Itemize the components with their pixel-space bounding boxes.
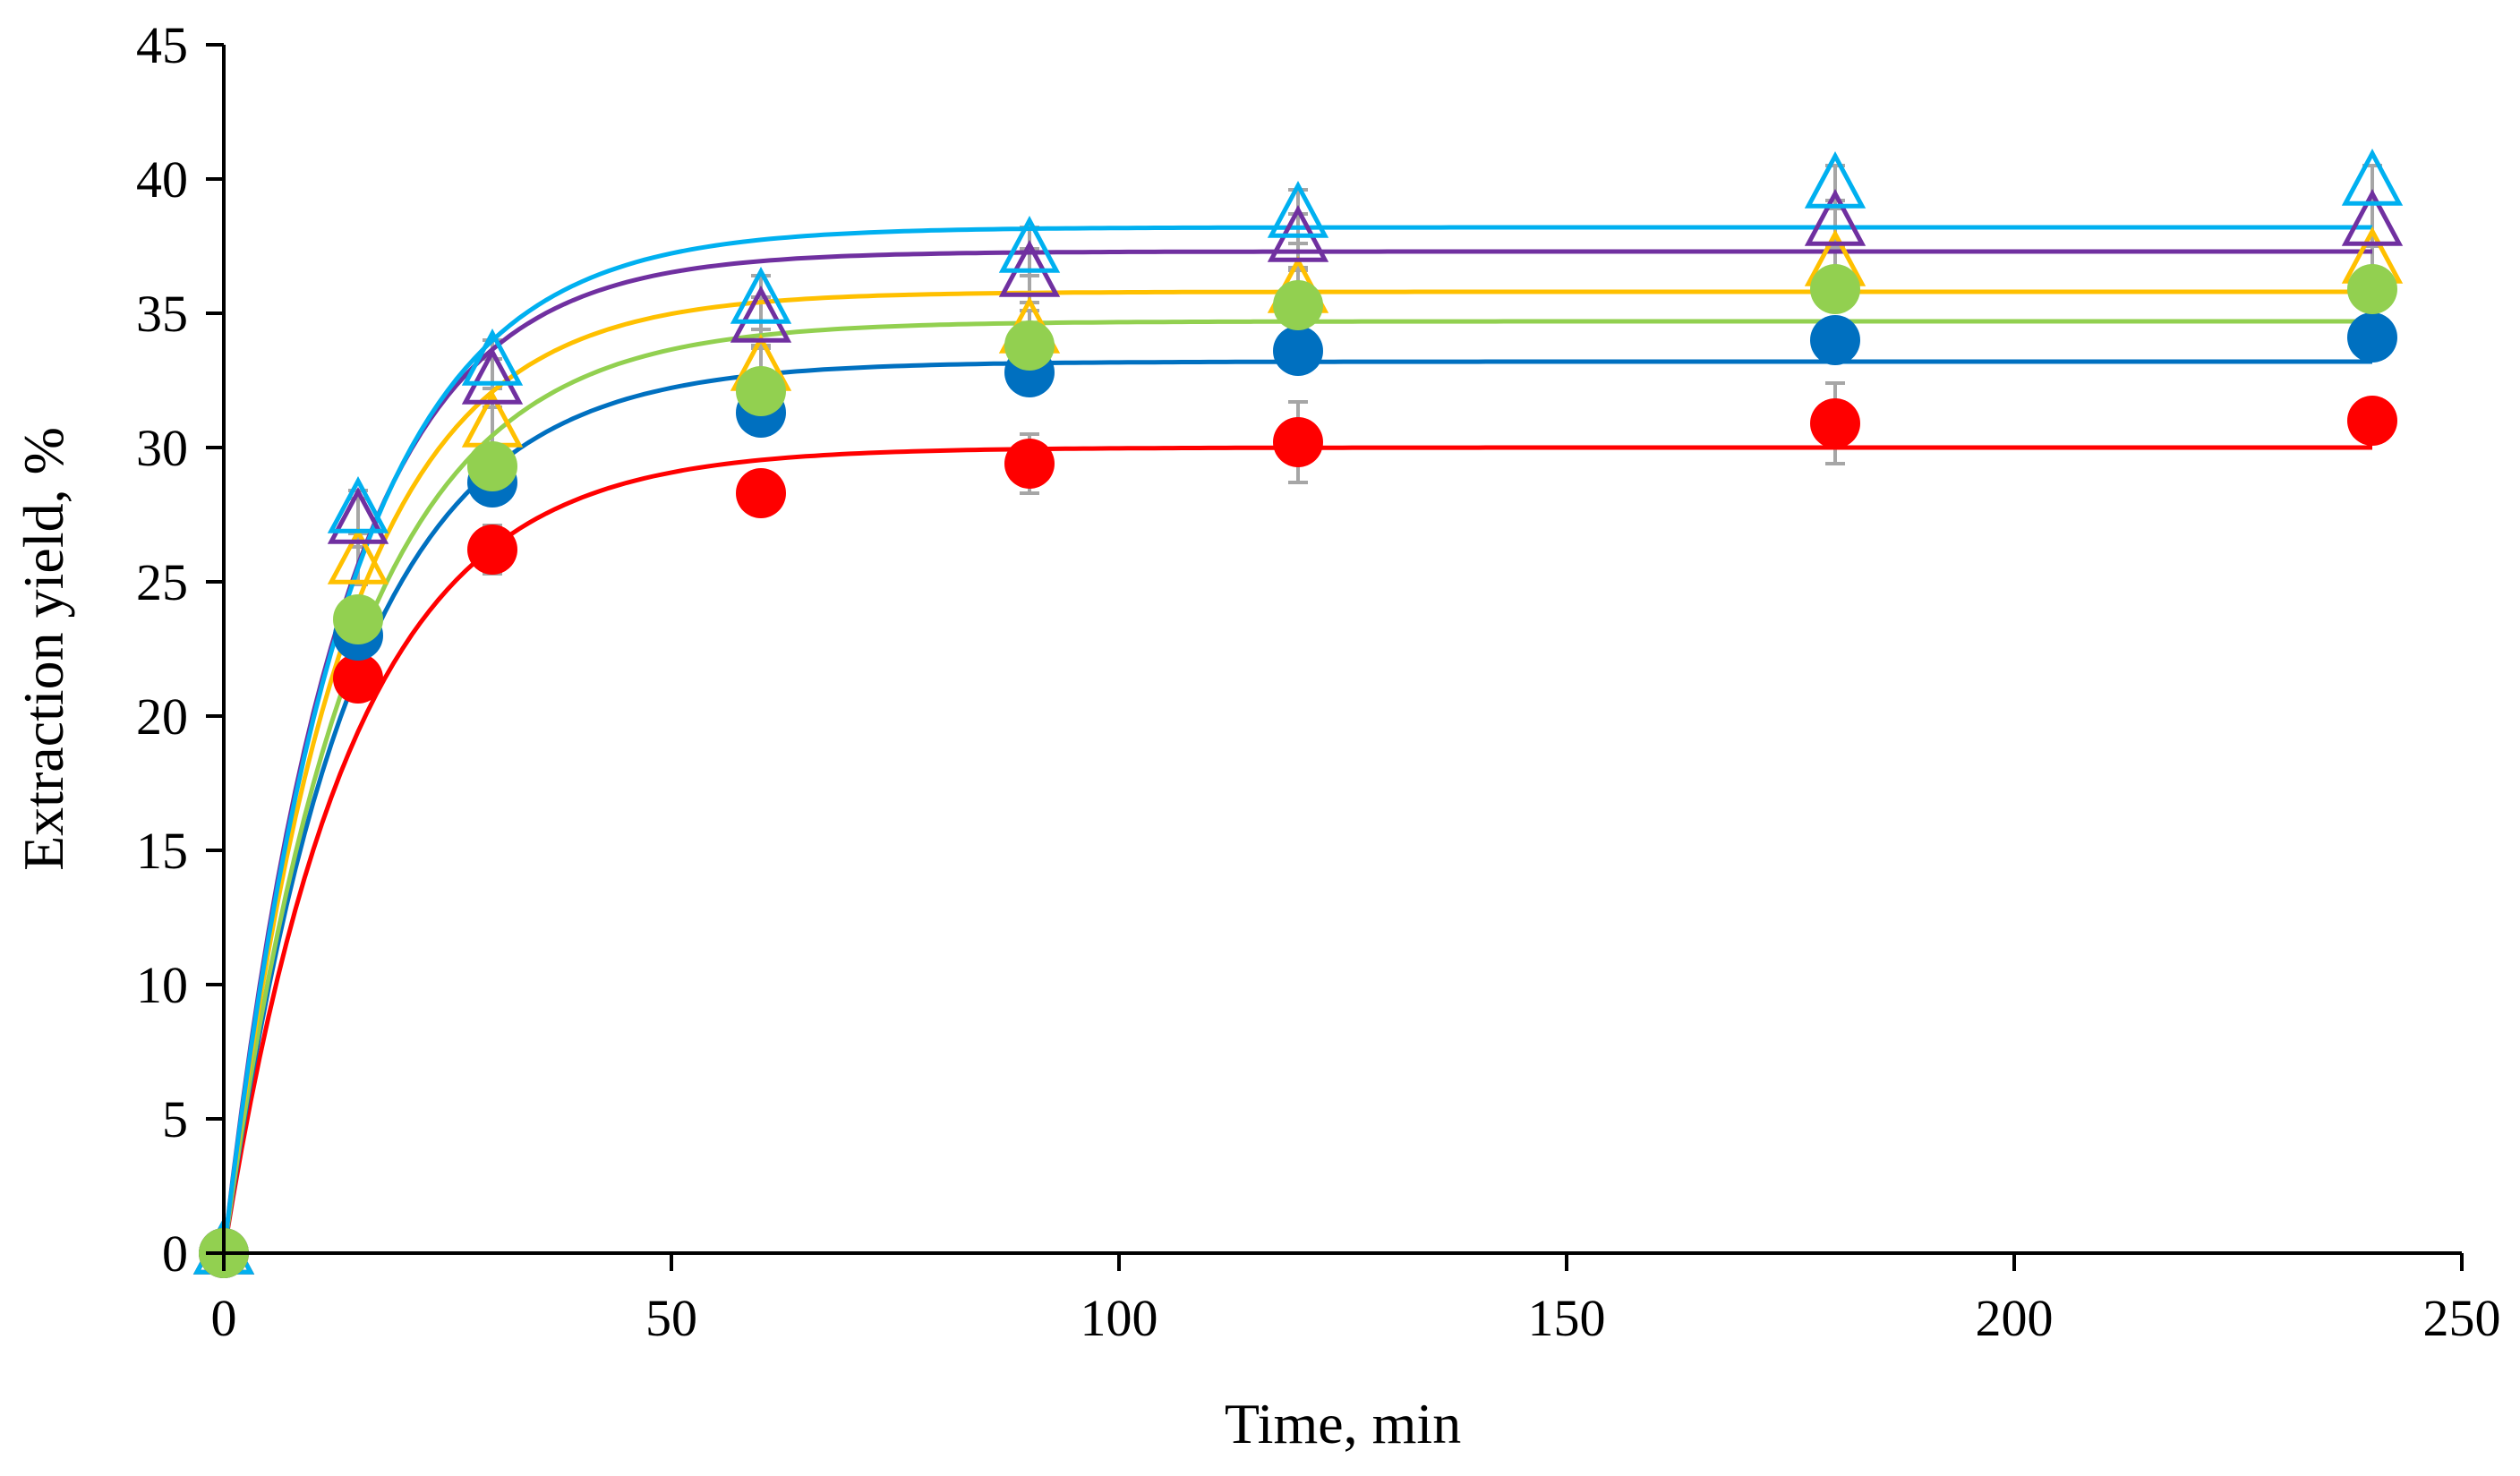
data-point-triangle bbox=[327, 487, 389, 544]
y-tick-label: 45 bbox=[136, 16, 188, 74]
data-point-circle bbox=[2347, 396, 2397, 446]
data-point-circle bbox=[1810, 398, 1860, 448]
y-tick-label: 30 bbox=[136, 419, 188, 477]
data-point-circle bbox=[467, 441, 517, 491]
data-markers bbox=[192, 149, 2404, 1278]
y-tick-label: 15 bbox=[136, 822, 188, 880]
data-point-triangle bbox=[1267, 181, 1329, 238]
data-point-triangle bbox=[1804, 151, 1867, 209]
data-point-circle bbox=[736, 468, 786, 518]
data-point-triangle bbox=[730, 267, 792, 324]
y-tick-label: 25 bbox=[136, 553, 188, 611]
y-tick-label: 20 bbox=[136, 687, 188, 746]
axes bbox=[222, 45, 2462, 1255]
data-point-circle bbox=[1004, 320, 1055, 371]
x-tick-label: 50 bbox=[645, 1289, 697, 1347]
x-tick-label: 200 bbox=[1976, 1289, 2054, 1347]
data-point-triangle bbox=[461, 347, 524, 405]
x-tick-label: 0 bbox=[211, 1289, 237, 1347]
data-point-triangle bbox=[461, 328, 524, 386]
data-point-circle bbox=[736, 366, 786, 416]
data-point-triangle bbox=[2341, 149, 2404, 206]
data-point-triangle bbox=[327, 476, 389, 533]
data-point-triangle bbox=[998, 216, 1061, 273]
data-point-circle bbox=[333, 594, 383, 644]
fit-curves bbox=[221, 225, 2372, 1254]
fit-curve-line bbox=[221, 445, 2372, 1254]
axis-ticks: 0 5 10 15 20 25 30 35 40 45 0 50 100 150 200 250 bbox=[136, 16, 2501, 1347]
y-tick-label: 40 bbox=[136, 150, 188, 209]
data-point-triangle bbox=[327, 527, 389, 584]
y-tick-label: 35 bbox=[136, 285, 188, 343]
data-point-circle bbox=[1273, 326, 1323, 376]
data-point-circle bbox=[2347, 312, 2397, 363]
data-point-circle bbox=[467, 525, 517, 575]
data-point-circle bbox=[1004, 439, 1055, 489]
data-point-triangle bbox=[730, 286, 792, 343]
data-point-circle bbox=[1273, 417, 1323, 467]
x-tick-label: 150 bbox=[1528, 1289, 1606, 1347]
data-point-circle bbox=[1810, 315, 1860, 365]
fit-curve-line bbox=[221, 249, 2372, 1254]
x-axis-title: Time, min bbox=[1225, 1392, 1461, 1455]
y-tick-label: 10 bbox=[136, 956, 188, 1014]
data-point-triangle bbox=[2341, 189, 2404, 246]
x-tick-label: 250 bbox=[2423, 1289, 2501, 1347]
y-tick-label: 5 bbox=[162, 1090, 188, 1148]
y-tick-label: 0 bbox=[162, 1224, 188, 1283]
data-point-triangle bbox=[1804, 189, 1867, 246]
x-tick-label: 100 bbox=[1081, 1289, 1158, 1347]
y-axis-title: Extraction yield, % bbox=[12, 427, 75, 871]
data-point-circle bbox=[1810, 264, 1860, 314]
fit-curve-line bbox=[221, 225, 2372, 1254]
data-point-circle bbox=[2347, 264, 2397, 314]
error-bars bbox=[348, 164, 2382, 696]
fit-curve-line bbox=[221, 359, 2372, 1254]
data-point-circle bbox=[333, 653, 383, 704]
data-point-circle bbox=[1273, 280, 1323, 330]
